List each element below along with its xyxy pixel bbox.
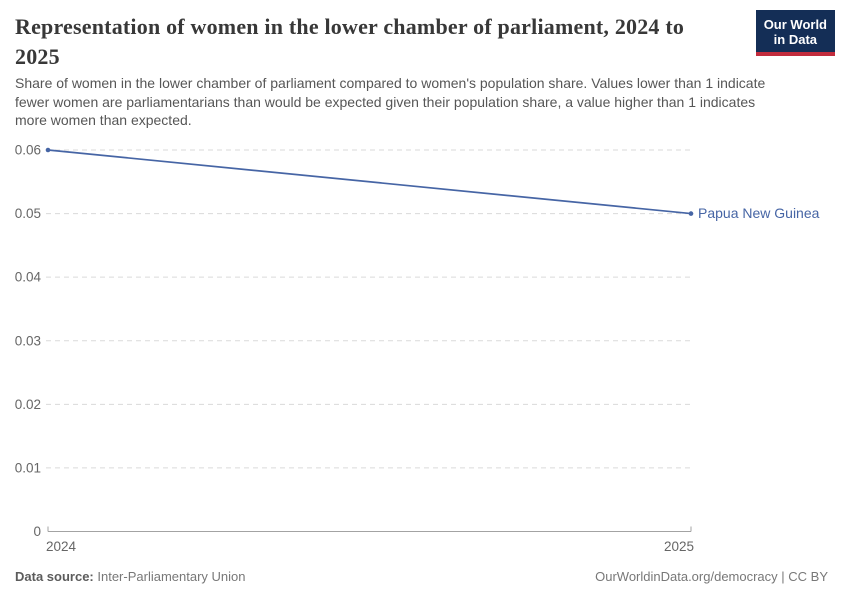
owid-logo-line1: Our World bbox=[763, 17, 827, 32]
series-point bbox=[688, 211, 694, 216]
owid-logo[interactable]: Our World in Data bbox=[755, 10, 835, 56]
y-axis-tick-labels: 0 0.01 0.02 0.03 0.04 0.05 0.06 bbox=[15, 143, 42, 540]
y-tick-label: 0.05 bbox=[15, 206, 41, 221]
page-title: Representation of women in the lower cha… bbox=[15, 14, 685, 69]
attribution-link[interactable]: OurWorldinData.org/democracy | CC BY bbox=[595, 569, 828, 584]
chart-subtitle: Share of women in the lower chamber of p… bbox=[15, 75, 766, 128]
y-tick-label: 0.01 bbox=[15, 460, 41, 475]
chart-footer: Data source: Inter-Parliamentary Union O… bbox=[15, 569, 828, 584]
x-tick-label: 2025 bbox=[664, 539, 694, 554]
data-source-value: Inter-Parliamentary Union bbox=[97, 569, 246, 584]
y-tick-label: 0.04 bbox=[15, 270, 42, 285]
y-tick-label: 0.06 bbox=[15, 143, 41, 158]
gridlines bbox=[46, 149, 691, 469]
owid-logo-line2: in Data bbox=[773, 32, 818, 47]
y-tick-label: 0.03 bbox=[15, 333, 41, 348]
series-end-label: Papua New Guinea bbox=[698, 205, 820, 221]
x-tick-label: 2024 bbox=[46, 539, 77, 554]
y-tick-label: 0 bbox=[33, 524, 41, 539]
series-point bbox=[45, 147, 51, 153]
data-source: Data source: Inter-Parliamentary Union bbox=[15, 569, 246, 584]
y-tick-label: 0.02 bbox=[15, 397, 41, 412]
series-line bbox=[47, 149, 692, 215]
series-papua-new-guinea: Papua New Guinea bbox=[45, 147, 820, 221]
data-source-label: Data source: bbox=[15, 569, 94, 584]
x-axis: 2024 2025 bbox=[46, 526, 694, 554]
